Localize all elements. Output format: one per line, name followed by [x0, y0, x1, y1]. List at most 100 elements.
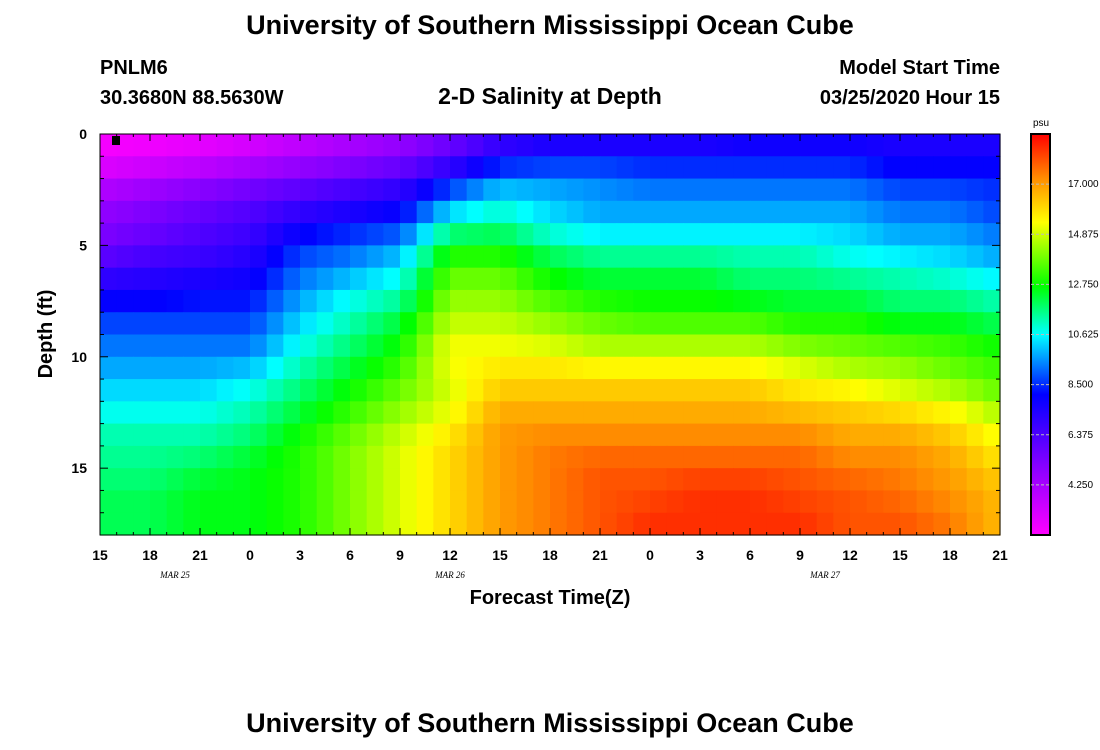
heatmap-cell — [450, 445, 468, 469]
heatmap-cell — [900, 468, 918, 492]
heatmap-cell — [416, 468, 434, 492]
heatmap-cell — [566, 267, 584, 291]
heatmap-cell — [483, 512, 501, 536]
heatmap-cell — [650, 156, 668, 180]
heatmap-cell — [683, 312, 701, 336]
heatmap-cell — [383, 401, 401, 425]
heatmap-cell — [633, 334, 651, 358]
heatmap-cell — [416, 401, 434, 425]
heatmap-cell — [866, 289, 884, 313]
heatmap-cell — [600, 379, 618, 402]
heatmap-cell — [983, 245, 1001, 269]
heatmap-cell — [200, 334, 218, 358]
heatmap-cell — [966, 223, 984, 246]
heatmap-cell — [566, 245, 584, 269]
heatmap-cell — [633, 156, 651, 180]
heatmap-cell — [233, 267, 251, 291]
heatmap-cell — [316, 423, 334, 447]
heatmap-cell — [466, 423, 484, 447]
heatmap-cell — [683, 156, 701, 180]
heatmap-cell — [233, 334, 251, 358]
heatmap-cell — [116, 490, 134, 514]
heatmap-cell — [866, 468, 884, 492]
date-label: MAR 27 — [809, 570, 840, 580]
heatmap-cell — [383, 423, 401, 447]
heatmap-cell — [233, 134, 251, 157]
heatmap-cell — [833, 289, 851, 313]
heatmap-cell — [233, 423, 251, 447]
heatmap-cell — [433, 312, 451, 336]
heatmap-cell — [666, 200, 684, 224]
heatmap-cell — [316, 334, 334, 358]
heatmap-cell — [550, 445, 568, 469]
heatmap-cell — [283, 267, 301, 291]
heatmap-cell — [366, 423, 384, 447]
heatmap-cell — [383, 356, 401, 380]
heatmap-cell — [983, 289, 1001, 313]
heatmap-cell — [666, 490, 684, 514]
heatmap-cell — [150, 512, 168, 536]
heatmap-cell — [283, 401, 301, 425]
heatmap-cell — [250, 312, 268, 336]
heatmap-cell — [283, 245, 301, 269]
heatmap-cell — [700, 200, 718, 224]
heatmap-cell — [783, 200, 801, 224]
heatmap-cell — [333, 289, 351, 313]
heatmap-cell — [733, 223, 751, 246]
x-tick-label: 12 — [442, 547, 458, 563]
heatmap-cell — [950, 512, 968, 536]
x-tick-label: 21 — [192, 547, 208, 563]
heatmap-cell — [483, 490, 501, 514]
heatmap-cell — [166, 223, 184, 246]
heatmap-cell — [883, 289, 901, 313]
heatmap-cell — [150, 178, 168, 202]
heatmap-cell — [600, 223, 618, 246]
heatmap-cell — [583, 156, 601, 180]
heatmap-cell — [300, 401, 318, 425]
heatmap-cell — [233, 289, 251, 313]
heatmap-cell — [883, 356, 901, 380]
heatmap-cell — [816, 156, 834, 180]
heatmap-cell — [733, 445, 751, 469]
heatmap-cell — [600, 200, 618, 224]
heatmap-cell — [400, 490, 418, 514]
heatmap-cell — [450, 490, 468, 514]
heatmap-cell — [900, 356, 918, 380]
heatmap-cell — [166, 401, 184, 425]
heatmap-cell — [366, 178, 384, 202]
heatmap-cell — [516, 156, 534, 180]
y-tick-label: 5 — [79, 237, 87, 253]
heatmap-cell — [700, 134, 718, 157]
colorbar-tick-label: 10.625 — [1068, 330, 1099, 341]
heatmap-cell — [716, 468, 734, 492]
heatmap-cell — [683, 267, 701, 291]
heatmap-cell — [733, 134, 751, 157]
heatmap-cell — [650, 267, 668, 291]
heatmap-cell — [283, 334, 301, 358]
heatmap-cell — [333, 178, 351, 202]
heatmap-cell — [750, 267, 768, 291]
x-tick-label: 3 — [296, 547, 304, 563]
heatmap-cell — [816, 289, 834, 313]
heatmap-cell — [216, 401, 234, 425]
heatmap-cell — [183, 245, 201, 269]
heatmap-cell — [766, 356, 784, 380]
heatmap-cell — [566, 156, 584, 180]
heatmap-cell — [600, 401, 618, 425]
heatmap-cell — [450, 178, 468, 202]
heatmap-cell — [700, 379, 718, 402]
heatmap-cell — [416, 289, 434, 313]
heatmap-cell — [433, 334, 451, 358]
model-start-value: 03/25/2020 Hour 15 — [819, 87, 1000, 109]
heatmap-cell — [383, 156, 401, 180]
colorbar-tick-label: 4.250 — [1068, 480, 1093, 491]
heatmap-cell — [716, 334, 734, 358]
heatmap-cell — [650, 512, 668, 536]
heatmap-cell — [133, 401, 151, 425]
heatmap-cell — [166, 289, 184, 313]
heatmap-cell — [600, 468, 618, 492]
heatmap-cell — [966, 334, 984, 358]
heatmap-cell — [516, 134, 534, 157]
heatmap-cell — [783, 134, 801, 157]
heatmap-cell — [183, 379, 201, 402]
